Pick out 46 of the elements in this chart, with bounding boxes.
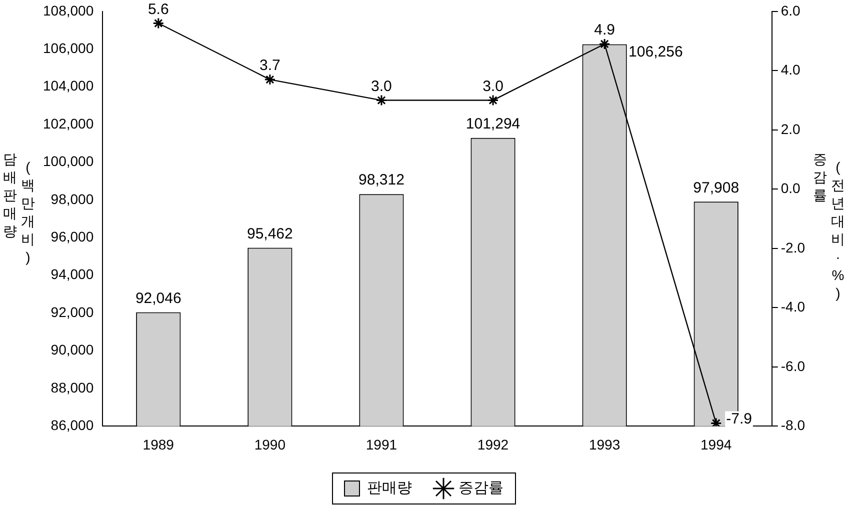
point [376, 94, 388, 106]
x-tick-label: 1993 [588, 436, 620, 452]
y-tick-label: 104,000 [42, 78, 94, 94]
y-tick-label: 108,000 [42, 2, 94, 18]
text: 3.7 [259, 57, 280, 74]
y2-tick-label: 0.0 [780, 180, 801, 196]
x-tick-label: 1992 [477, 436, 509, 452]
text: 101,294 [466, 115, 520, 132]
y2-tick-label: 2.0 [780, 120, 801, 137]
text: -7.9 [726, 410, 752, 428]
legend-label: 판매량 [367, 480, 412, 497]
y2-tick-label: -4.0 [780, 298, 806, 315]
text: 92,046 [135, 290, 182, 307]
point [264, 74, 276, 86]
y-tick-label: 100,000 [42, 153, 94, 170]
text: 106,256 [628, 43, 683, 60]
x-tick-label: 1990 [254, 436, 286, 452]
y-tick-label: 106,000 [42, 40, 94, 56]
text: 95,462 [246, 225, 293, 242]
y-tick-label: 86,000 [50, 417, 94, 434]
y-tick-label: 94,000 [50, 266, 94, 282]
y-tick-label: 102,000 [42, 115, 94, 132]
text: 98,312 [358, 172, 404, 189]
point [710, 417, 722, 426]
text: 3.0 [371, 78, 392, 95]
point [487, 94, 499, 106]
y2-tick-label: -8.0 [780, 417, 806, 434]
y2-tick-label: 6.0 [780, 2, 801, 18]
text: 3.0 [482, 78, 504, 95]
y-tick-label: 92,000 [50, 304, 94, 320]
y-tick-label: 90,000 [50, 342, 94, 358]
point [152, 18, 164, 29]
x-tick-label: 1989 [142, 436, 174, 452]
text: 97,908 [693, 179, 740, 196]
point [598, 38, 610, 50]
y2-tick-label: -2.0 [780, 239, 806, 256]
y2-tick-label: -6.0 [780, 358, 806, 374]
legend-label: 증감률 [458, 480, 504, 497]
y-tick-label: 98,000 [50, 190, 94, 207]
y2-tick-label: 4.0 [780, 62, 801, 78]
x-tick-label: 1991 [366, 436, 398, 452]
y-tick-label: 96,000 [50, 228, 94, 245]
x-tick-label: 1994 [700, 436, 732, 452]
text: 4.9 [594, 22, 615, 39]
y-tick-label: 88,000 [50, 379, 94, 396]
text: 5.6 [148, 0, 169, 18]
